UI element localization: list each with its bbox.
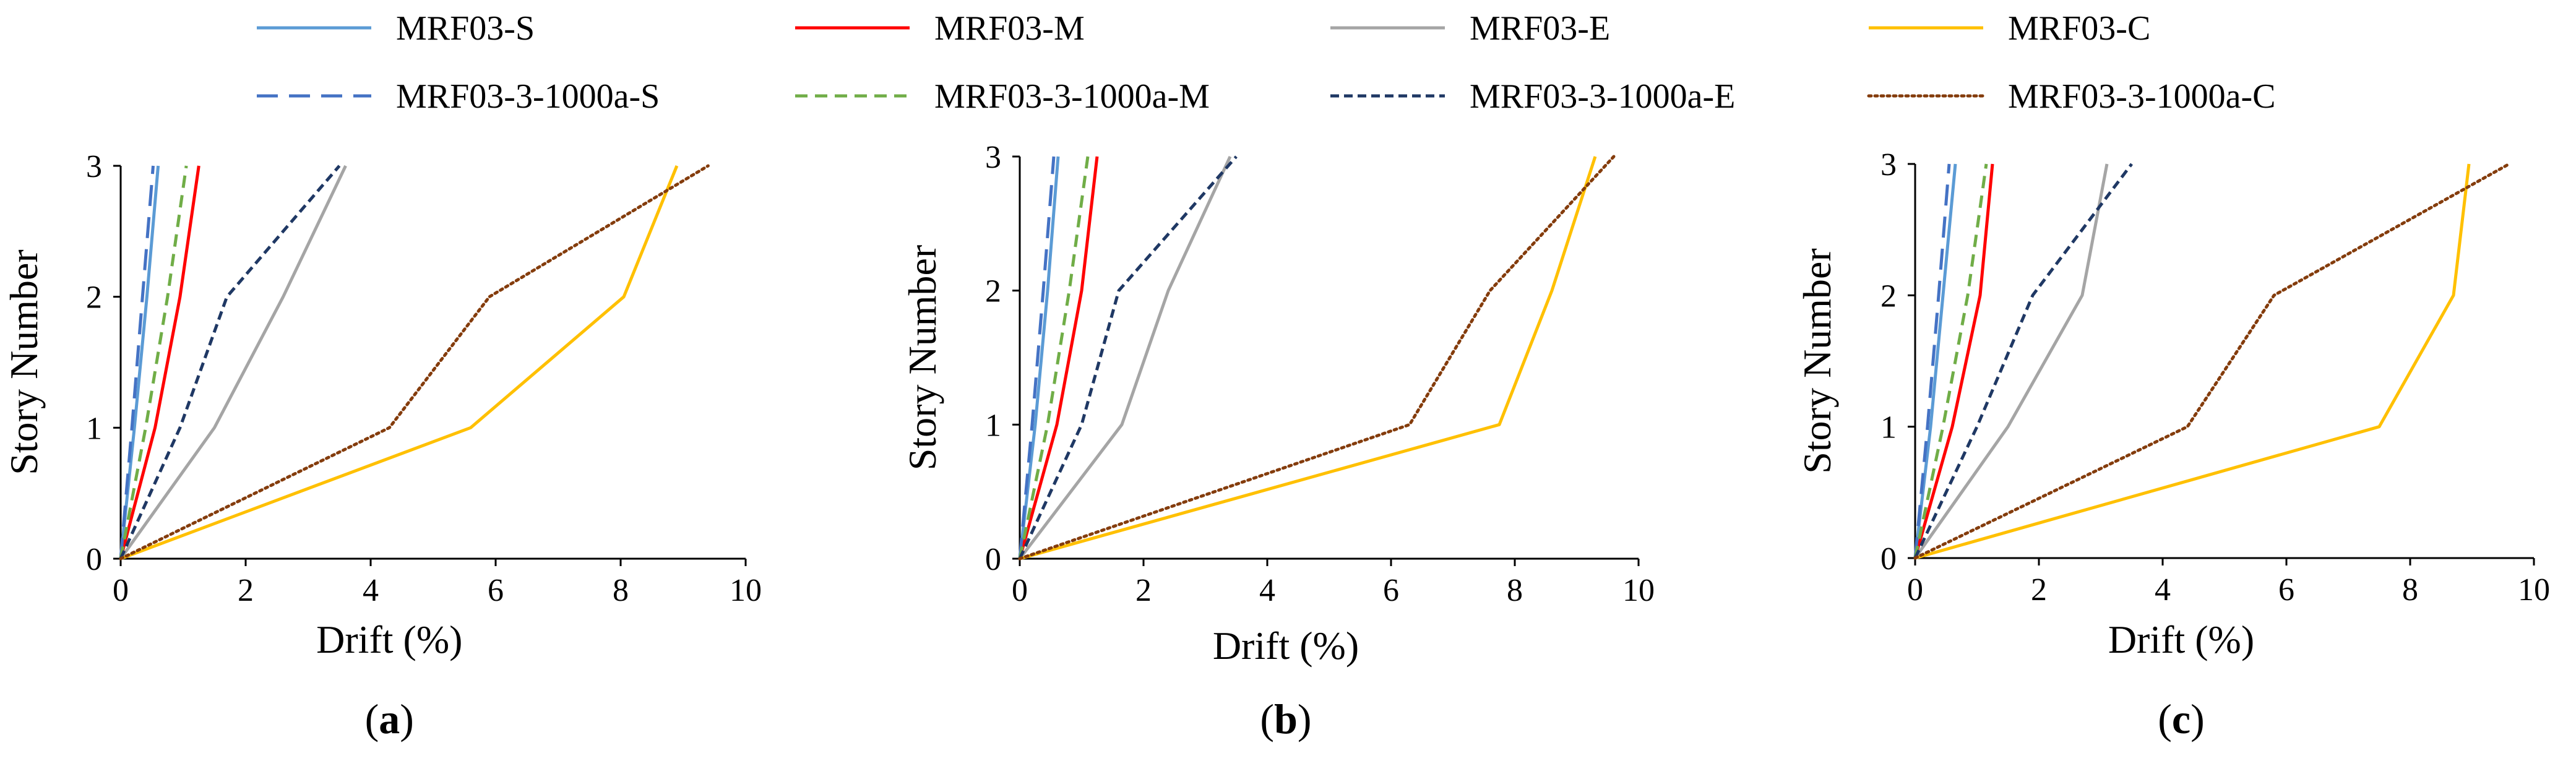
series-line-mrf03-3-1000a-e [1018,155,1238,560]
series-line-mrf03-e [1019,155,1232,560]
series-line-mrf03-e [1913,163,2109,559]
legend-label: MRF03-C [2008,9,2150,48]
x-tick-label: 0 [1907,572,1923,608]
x-tick-label: 8 [1507,573,1523,608]
panel-label: (b) [1260,695,1311,742]
series-line-mrf03-3-1000a-s [1913,163,1951,559]
x-tick-label: 6 [2278,572,2294,608]
legend-label: MRF03-3-1000a-S [396,77,660,116]
legend-label: MRF03-3-1000a-M [934,77,1210,116]
y-tick-label: 2 [86,280,102,316]
series-line-mrf03-3-1000a-s [119,165,155,559]
x-tick-label: 10 [2518,572,2550,608]
x-axis-title: Drift (%) [1213,624,1359,668]
series-line-mrf03-c [1019,156,1597,561]
x-tick-label: 8 [2402,572,2418,608]
series-line-mrf03-m [1018,156,1099,559]
legend-label: MRF03-M [934,9,1085,48]
x-tick-label: 0 [1012,573,1028,608]
x-tick-label: 2 [238,573,254,608]
x-tick-label: 2 [1135,573,1152,608]
series-line-mrf03-3-1000a-c [1018,155,1616,561]
x-tick-label: 10 [1622,573,1655,608]
y-tick-label: 0 [86,542,102,577]
y-tick-label: 3 [86,149,102,184]
x-axis-title: Drift (%) [2108,617,2254,661]
legend-item-mrf03-c: MRF03-C [1869,9,2150,48]
y-tick-label: 2 [1880,278,1897,314]
panel-b: 0 2 4 6 8 10 0 1 2 3 Drift (%) Story Number (b) [900,140,1655,742]
series-line-mrf03-3-1000a-e [119,165,341,560]
legend-label: MRF03-S [396,9,535,48]
legend-item-mrf03-m: MRF03-M [795,9,1085,48]
panel-letter: a [379,695,400,742]
legend-item-mrf03-3-1000a-c: MRF03-3-1000a-C [1867,77,2275,116]
x-tick-label: 6 [488,573,504,608]
series-line-mrf03-c [120,165,679,561]
series-line-mrf03-3-1000a-m [1018,156,1090,559]
legend-label: MRF03-3-1000a-C [2008,77,2275,116]
x-tick-label: 4 [1259,573,1275,608]
y-tick-label: 3 [985,140,1001,175]
x-tick-label: 2 [2031,572,2047,608]
x-axis-title: Drift (%) [316,617,462,661]
y-tick-label: 1 [985,408,1001,443]
legend-label: MRF03-E [1470,9,1610,48]
series-line-mrf03-c [1915,163,2471,560]
panel-label: (c) [2158,695,2205,742]
panel-letter: b [1274,695,1298,742]
panel-letter: c [2172,695,2190,742]
x-tick-label: 0 [113,573,129,608]
legend-item-mrf03-3-1000a-m: MRF03-3-1000a-M [795,77,1210,116]
series-line-mrf03-3-1000a-m [1913,163,1988,559]
x-tick-label: 4 [2155,572,2171,608]
series-line-mrf03-3-1000a-s [1018,156,1056,559]
legend-item-mrf03-3-1000a-s: MRF03-3-1000a-S [257,77,660,116]
series-line-mrf03-m [119,165,200,559]
series-line-mrf03-3-1000a-c [119,164,710,561]
legend-item-mrf03-3-1000a-e: MRF03-3-1000a-E [1330,77,1735,116]
series-line-mrf03-s [1913,163,1957,559]
y-tick-label: 1 [86,411,102,446]
series-line-mrf03-e [119,165,347,560]
y-axis-title: Story Number [2,249,46,475]
legend-label: MRF03-3-1000a-E [1470,77,1735,116]
series-line-mrf03-3-1000a-m [119,165,188,559]
y-tick-label: 0 [985,542,1001,577]
y-tick-label: 2 [985,274,1001,309]
legend-item-mrf03-e: MRF03-E [1330,9,1610,48]
legend: MRF03-S MRF03-M MRF03-E MRF03-C MRF03-3-1000… [257,9,2275,116]
x-tick-label: 8 [613,573,629,608]
series-line-mrf03-s [119,165,160,559]
y-tick-label: 0 [1880,541,1897,577]
x-tick-label: 10 [730,573,762,608]
y-axis-title: Story Number [900,245,944,470]
y-axis-title: Story Number [1795,248,1839,473]
panel-c: 0 2 4 6 8 10 0 1 2 3 Drift (%) Story Number (c) [1795,147,2550,742]
series-line-mrf03-m [1913,163,1994,559]
legend-item-mrf03-s: MRF03-S [257,9,535,48]
panel-label: (a) [365,695,414,742]
x-tick-label: 4 [363,573,379,608]
series-line-mrf03-3-1000a-e [1913,163,2133,559]
panel-a: 0 2 4 6 8 10 0 1 2 3 Drift (%) Story Number (a) [2,149,762,742]
y-tick-label: 3 [1880,147,1897,183]
x-tick-label: 6 [1383,573,1399,608]
y-tick-label: 1 [1880,410,1897,445]
series-line-mrf03-3-1000a-c [1913,162,2511,560]
